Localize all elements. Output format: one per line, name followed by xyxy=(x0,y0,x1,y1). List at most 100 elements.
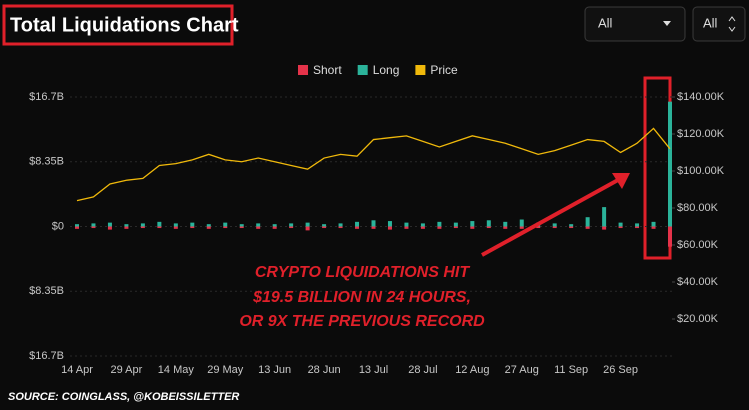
legend-label: Long xyxy=(373,63,400,77)
bar xyxy=(668,101,672,227)
bar xyxy=(585,217,590,227)
bar xyxy=(470,226,475,229)
chart-title: Total Liquidations Chart xyxy=(10,14,239,36)
legend-label: Short xyxy=(313,63,342,77)
bar xyxy=(289,226,294,229)
y-tick-label: $8.35B xyxy=(29,156,64,168)
bar xyxy=(618,226,623,229)
dropdown-caret xyxy=(663,21,671,26)
bar xyxy=(124,226,129,229)
bar xyxy=(437,221,442,227)
legend-swatch xyxy=(415,65,426,75)
bar xyxy=(206,226,211,229)
y-tick-label: $8.35B xyxy=(29,285,64,297)
bar xyxy=(107,226,112,230)
y2-tick-label: $40.00K xyxy=(677,276,719,288)
bar xyxy=(272,226,277,229)
bar xyxy=(404,222,409,227)
bar xyxy=(486,220,491,227)
annotation: OR 9X THE PREVIOUS RECORD xyxy=(239,313,485,330)
bar xyxy=(140,226,145,229)
y-tick-label: $0 xyxy=(52,220,64,232)
bar xyxy=(387,221,392,227)
bar xyxy=(486,226,491,229)
x-tick-label: 29 May xyxy=(207,364,244,376)
legend-swatch xyxy=(298,65,308,75)
x-tick-label: 28 Jun xyxy=(308,364,341,376)
bar xyxy=(256,223,261,227)
price-line xyxy=(76,127,671,202)
bar xyxy=(91,223,96,227)
title-highlight xyxy=(2,4,234,46)
bar xyxy=(289,223,294,227)
x-tick-label: 26 Sep xyxy=(603,364,638,376)
y2-tick-label: $80.00K xyxy=(677,202,719,214)
bar xyxy=(371,226,376,229)
bar xyxy=(322,224,327,227)
bar xyxy=(338,223,343,227)
bar xyxy=(635,226,640,229)
bar xyxy=(470,221,475,227)
bar xyxy=(503,221,508,227)
x-tick-label: 28 Jul xyxy=(408,364,437,376)
y2-tick-label: $100.00K xyxy=(677,165,725,177)
y2-tick-label: $140.00K xyxy=(677,91,725,103)
bar xyxy=(107,222,112,227)
dropdown-box[interactable] xyxy=(692,6,746,42)
bar xyxy=(453,222,458,227)
bar xyxy=(239,224,244,227)
dropdown-label[interactable]: All xyxy=(598,15,613,30)
bar xyxy=(404,226,409,229)
bar xyxy=(602,207,607,227)
bar xyxy=(75,224,79,227)
dropdown-box[interactable] xyxy=(584,6,686,42)
bar xyxy=(668,226,672,247)
dropdown[interactable]: All xyxy=(692,6,746,42)
bar xyxy=(437,226,442,229)
bar xyxy=(124,224,129,227)
dropdown[interactable]: All xyxy=(584,6,686,42)
source: SOURCE: COINGLASS, @KOBEISSILETTER xyxy=(8,391,239,403)
bar xyxy=(355,226,360,229)
legend-label: Price xyxy=(430,63,458,77)
arrow-head xyxy=(612,173,630,189)
bar xyxy=(75,226,79,229)
bar xyxy=(585,226,590,229)
y-tick-label: $16.7B xyxy=(29,350,64,362)
bar xyxy=(256,226,261,229)
bar xyxy=(355,221,360,227)
arrow xyxy=(481,178,619,257)
y2-tick-label: $20.00K xyxy=(677,313,719,325)
annotation: CRYPTO LIQUIDATIONS HIT xyxy=(255,264,470,281)
bar xyxy=(157,226,162,229)
bar xyxy=(651,226,656,229)
bar xyxy=(387,226,392,230)
y2-tick-label: $60.00K xyxy=(677,239,719,251)
bar xyxy=(206,224,211,227)
x-tick-label: 11 Sep xyxy=(554,364,588,376)
bar xyxy=(173,226,178,229)
bar xyxy=(190,226,195,229)
bar xyxy=(272,224,277,227)
dropdown-label[interactable]: All xyxy=(703,15,718,30)
y2-tick-label: $120.00K xyxy=(677,128,725,140)
bar xyxy=(602,226,607,230)
bar xyxy=(223,222,228,227)
annotation: $19.5 BILLION IN 24 HOURS, xyxy=(252,289,471,306)
bar xyxy=(536,226,541,229)
bar xyxy=(503,226,508,229)
bar xyxy=(91,226,96,229)
x-tick-label: 14 Apr xyxy=(61,364,93,376)
bar xyxy=(239,226,244,229)
x-tick-label: 29 Apr xyxy=(111,364,143,376)
bar xyxy=(305,222,310,227)
bar xyxy=(519,226,524,229)
bar xyxy=(552,223,557,227)
bar xyxy=(140,223,145,227)
bar xyxy=(223,226,228,229)
bar xyxy=(157,221,162,227)
bar xyxy=(371,220,376,227)
bar xyxy=(519,219,524,227)
dropdown-caret xyxy=(728,16,736,32)
